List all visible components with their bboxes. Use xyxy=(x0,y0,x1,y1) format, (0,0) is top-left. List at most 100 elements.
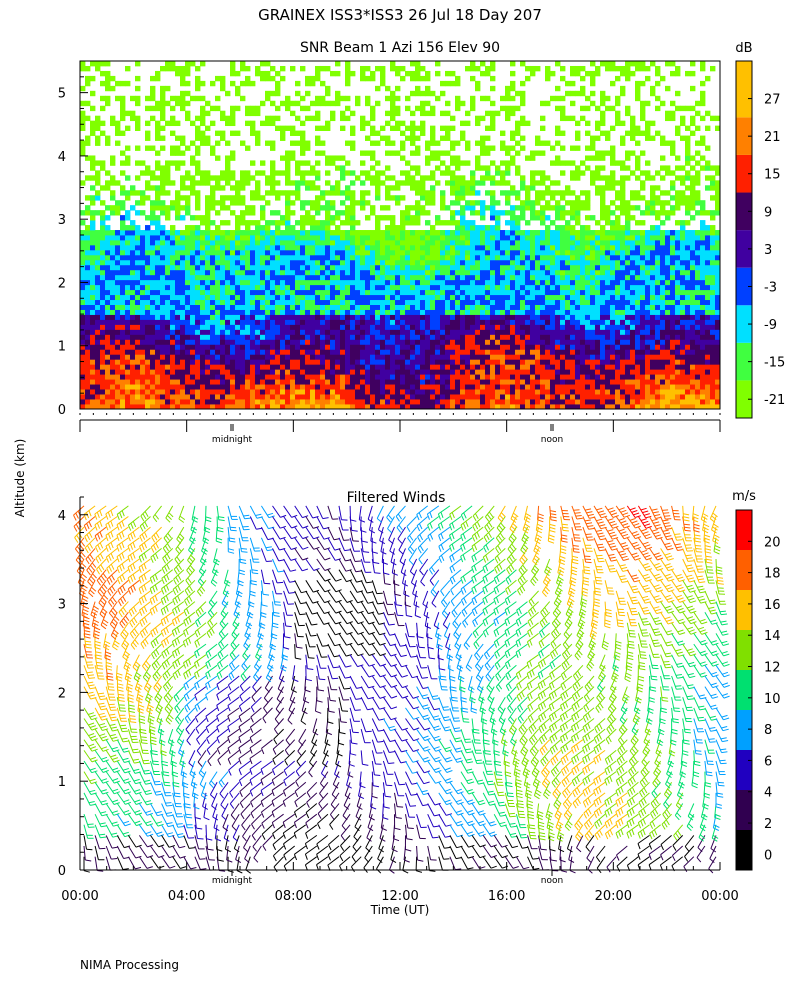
snr-cell xyxy=(165,239,171,246)
snr-cell xyxy=(220,399,226,405)
snr-cell xyxy=(115,324,121,330)
snr-cell xyxy=(540,334,546,340)
snr-cell xyxy=(475,160,481,166)
snr-cell xyxy=(325,319,331,325)
snr-cell xyxy=(215,369,221,375)
snr-cell xyxy=(480,279,486,286)
snr-cell xyxy=(235,369,241,375)
snr-cell xyxy=(220,274,226,281)
snr-cell xyxy=(535,369,541,375)
snr-cell xyxy=(515,279,521,286)
snr-cell xyxy=(140,384,146,390)
snr-cell xyxy=(215,259,221,266)
snr-cell xyxy=(120,299,126,305)
snr-cell xyxy=(195,324,201,330)
snr-cell xyxy=(235,339,241,345)
snr-cell xyxy=(190,349,196,355)
snr-cell xyxy=(260,319,266,325)
snr-cell xyxy=(80,314,86,320)
snr-cell xyxy=(175,269,181,276)
snr-cell xyxy=(385,389,391,395)
snr-cell xyxy=(560,110,566,117)
snr-cell xyxy=(470,304,476,310)
snr-cell xyxy=(185,100,191,107)
snr-cell xyxy=(375,329,381,335)
snr-cell xyxy=(345,299,351,305)
snr-cell xyxy=(310,269,316,276)
snr-cell xyxy=(300,215,306,221)
snr-cell xyxy=(555,334,561,340)
snr-cell xyxy=(290,274,296,281)
snr-cell xyxy=(510,160,516,166)
snr-cell xyxy=(280,369,286,375)
snr-cell xyxy=(340,110,346,117)
snr-cell xyxy=(160,225,166,231)
snr-cell xyxy=(130,185,136,191)
snr-cell xyxy=(455,344,461,350)
snr-cell xyxy=(230,284,236,291)
snr-cell xyxy=(570,399,576,405)
snr-cell xyxy=(325,230,331,236)
snr-cell xyxy=(510,324,516,330)
snr-cell xyxy=(220,110,226,117)
snr-cell xyxy=(535,244,541,251)
snr-cell xyxy=(210,289,216,296)
snr-cell xyxy=(450,220,456,226)
snr-cell xyxy=(460,185,466,191)
snr-cell xyxy=(465,314,471,320)
snr-cell xyxy=(230,349,236,355)
snr-cell xyxy=(440,314,446,320)
snr-cell xyxy=(475,394,481,400)
snr-cell xyxy=(145,334,151,340)
snr-cell xyxy=(320,269,326,276)
snr-cell xyxy=(385,329,391,335)
snr-cell xyxy=(460,259,466,266)
snr-cell xyxy=(350,110,356,117)
snr-cell xyxy=(385,225,391,231)
snr-cell xyxy=(375,319,381,325)
snr-cell xyxy=(295,384,301,390)
snr-cell xyxy=(110,115,116,122)
snr-cell xyxy=(85,394,91,400)
snr-cell xyxy=(130,235,136,241)
snr-cell xyxy=(115,309,121,315)
snr-cell xyxy=(165,334,171,340)
snr-cell xyxy=(85,329,91,335)
snr-cell xyxy=(290,100,296,107)
snr-cell xyxy=(475,384,481,390)
snr-cell xyxy=(355,249,361,256)
snr-cell xyxy=(155,130,161,136)
snr-cell xyxy=(505,165,511,171)
snr-cell xyxy=(515,309,521,315)
snr-cell xyxy=(320,244,326,251)
snr-cell xyxy=(255,105,261,112)
snr-cell xyxy=(270,120,276,127)
snr-cell xyxy=(395,384,401,390)
snr-cell xyxy=(105,349,111,355)
snr-cell xyxy=(125,334,131,340)
snr-cell xyxy=(115,369,121,375)
snr-cell xyxy=(300,175,306,181)
snr-cell xyxy=(240,359,246,365)
snr-cell xyxy=(160,379,166,385)
snr-cell xyxy=(415,165,421,171)
snr-cell xyxy=(85,384,91,390)
snr-cell xyxy=(100,200,106,206)
snr-cell xyxy=(340,170,346,176)
snr-cell xyxy=(370,180,376,186)
snr-cell xyxy=(555,384,561,390)
snr-cell xyxy=(275,349,281,355)
snr-cell xyxy=(570,359,576,365)
snr-cell xyxy=(400,75,406,82)
snr-cell xyxy=(95,344,101,350)
snr-cell xyxy=(215,314,221,320)
snr-cell xyxy=(165,274,171,281)
snr-cell xyxy=(485,304,491,310)
snr-cell xyxy=(515,274,521,281)
snr-cell xyxy=(385,195,391,201)
snr-cell xyxy=(250,369,256,375)
snr-cell xyxy=(440,344,446,350)
snr-cell xyxy=(370,125,376,131)
snr-cell xyxy=(215,329,221,335)
snr-cell xyxy=(95,264,101,271)
